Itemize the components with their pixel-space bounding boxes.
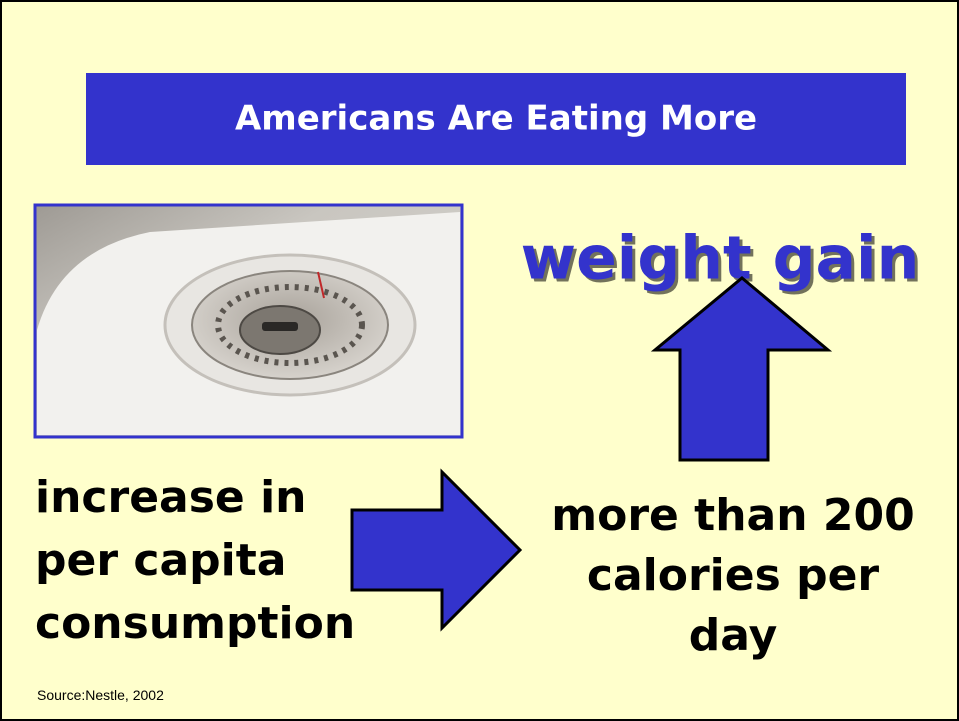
effect-line: day (689, 610, 778, 661)
effect-line: calories per (587, 550, 880, 601)
title: Americans Are Eating More (235, 99, 757, 139)
cause-line: increase in (35, 472, 306, 523)
source: Source:Nestle, 2002 (37, 687, 164, 703)
effect-line: more than 200 (551, 490, 914, 541)
headline: weight gain (521, 224, 920, 294)
cause-line: per capita (35, 535, 286, 586)
cause-line: consumption (35, 598, 355, 649)
slide: Americans Are Eating More weight gain we… (0, 0, 959, 721)
scale-photo (35, 205, 462, 437)
